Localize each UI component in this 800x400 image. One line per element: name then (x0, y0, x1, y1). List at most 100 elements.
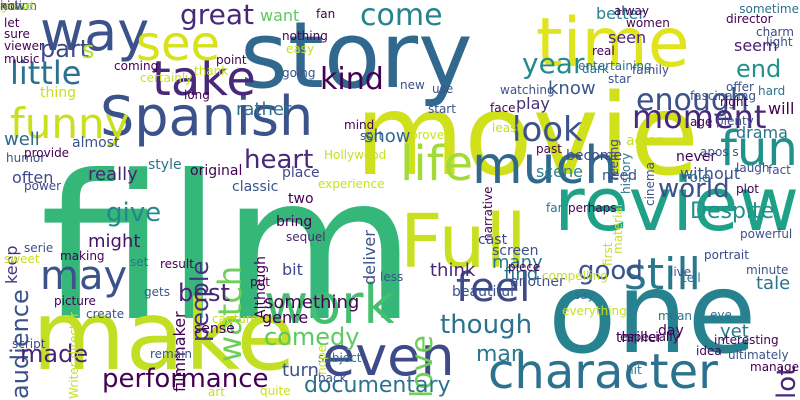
cloud-word: year (522, 47, 585, 80)
cloud-word: especially (620, 330, 680, 344)
cloud-word: place (282, 165, 320, 181)
cloud-word: apos s (700, 145, 739, 159)
cloud-word: humor (6, 151, 46, 165)
cloud-word: documentary (304, 373, 451, 398)
cloud-word: dark (582, 62, 609, 76)
cloud-word: tease (0, 0, 34, 13)
cloud-word: give (106, 198, 162, 228)
cloud-word: though (440, 310, 533, 340)
cloud-word: moment (632, 98, 767, 136)
cloud-word: without (680, 164, 741, 183)
cloud-word: first (601, 242, 615, 266)
cloud-word: plenty (716, 114, 754, 128)
cloud-word: least (492, 121, 522, 135)
cloud-word: thriller (616, 330, 663, 346)
cloud-word: point (216, 53, 247, 67)
cloud-word: coming (114, 59, 159, 73)
cloud-word: part (40, 35, 90, 63)
cloud-word: Writer director (67, 311, 81, 399)
cloud-word: great (180, 0, 255, 31)
cloud-word: action (0, 0, 37, 13)
cloud-word: powerful (740, 227, 793, 241)
cloud-word: start (428, 102, 456, 116)
cloud-word: almost (72, 135, 120, 151)
cloud-word: mind (344, 118, 375, 132)
cloud-word: history (619, 152, 633, 194)
cloud-word: something (264, 292, 360, 313)
cloud-word: fascinating (690, 89, 756, 103)
cloud-word: cinema (643, 162, 657, 206)
cloud-word: piece (508, 260, 541, 274)
cloud-word: never (676, 149, 717, 165)
cloud-word: heart (244, 145, 314, 175)
cloud-word: tale (756, 273, 791, 294)
cloud-word: made (20, 340, 89, 368)
cloud-word: put (250, 275, 270, 289)
cloud-word: easy (286, 42, 315, 56)
cloud-word: music (4, 52, 40, 66)
cloud-word: yet (720, 321, 749, 342)
cloud-word: original (190, 163, 243, 179)
cloud-word: let (4, 16, 20, 30)
cloud-word: back (318, 371, 347, 385)
cloud-word: smart (0, 0, 35, 13)
cloud-word: movie (355, 71, 699, 201)
cloud-word: many (492, 252, 543, 273)
cloud-word: experience (318, 177, 385, 191)
cloud-word: little (10, 54, 82, 92)
cloud-word: comedy (264, 323, 360, 351)
cloud-word: beautiful (452, 284, 515, 300)
cloud-word: become (566, 148, 623, 164)
cloud-word: manage (750, 360, 800, 374)
cloud-word: show (364, 126, 411, 147)
cloud-word: find (504, 264, 539, 285)
cloud-word: work (264, 273, 395, 336)
cloud-word: long (184, 88, 210, 102)
cloud-word: less (380, 270, 404, 284)
cloud-word: man (476, 342, 525, 367)
cloud-word: right (720, 95, 749, 109)
cloud-word: sense (194, 321, 235, 337)
cloud-word: perhaps (568, 201, 617, 215)
cloud-word: genre (262, 308, 309, 327)
cloud-word: serie (24, 241, 54, 255)
cloud-word: drama (736, 123, 788, 142)
cloud-word: entertaining (578, 59, 652, 73)
cloud-word: deliver (360, 230, 379, 285)
cloud-word: actor (626, 133, 663, 149)
cloud-word: certainly (140, 71, 193, 85)
cloud-word: sort (360, 129, 384, 143)
cloud-word: play (516, 94, 550, 113)
cloud-word: art (208, 385, 225, 399)
cloud-word: often (12, 168, 54, 187)
cloud-word: thing (40, 85, 77, 101)
cloud-word: bit (282, 260, 303, 279)
cloud-word: tell (682, 271, 701, 285)
cloud-word: sweet (4, 252, 40, 266)
cloud-word: interesting (714, 333, 779, 347)
cloud-word: bring (276, 214, 313, 230)
cloud-word: fact (768, 163, 791, 177)
cloud-word: even (322, 325, 455, 388)
cloud-word: want (260, 6, 300, 25)
cloud-word: hard (758, 84, 786, 98)
cloud-word: film (40, 133, 417, 366)
cloud-word: face (490, 101, 516, 115)
cloud-word: think (430, 260, 476, 281)
cloud-word: picture (54, 294, 96, 308)
cloud-word: know (548, 78, 596, 99)
cloud-word: come (360, 0, 443, 33)
cloud-word: watching (500, 83, 555, 97)
cloud-word: day (658, 323, 684, 339)
cloud-word: may (40, 253, 128, 299)
cloud-word: age (690, 115, 713, 129)
cloud-word: mean (658, 309, 693, 323)
cloud-word: enough (636, 83, 749, 118)
cloud-word: Despite (690, 199, 775, 224)
cloud-word: hit (626, 363, 642, 377)
cloud-word: world (658, 174, 730, 204)
cloud-word: review (554, 162, 799, 248)
cloud-word: best (178, 279, 230, 307)
cloud-word: say (574, 288, 595, 302)
